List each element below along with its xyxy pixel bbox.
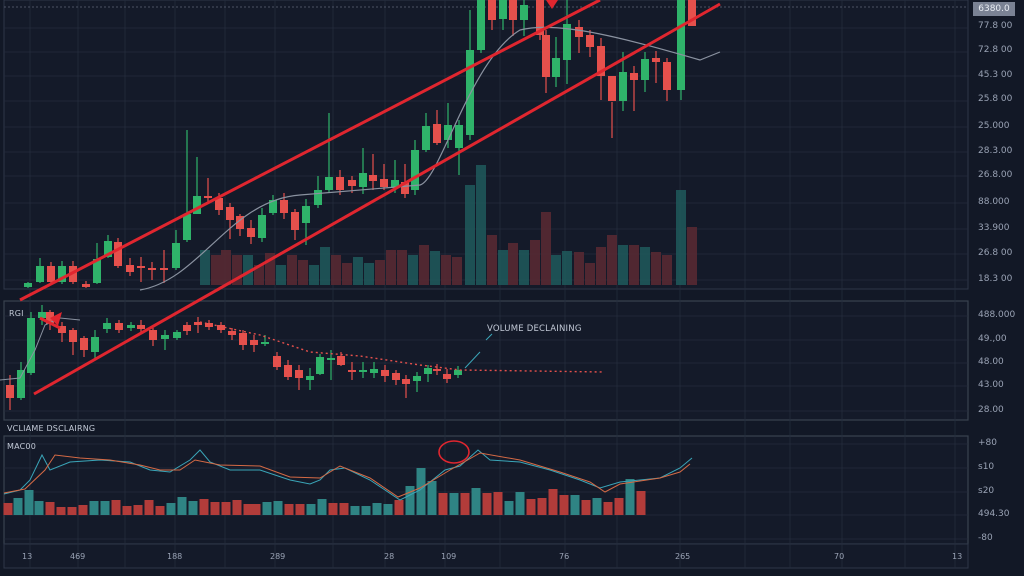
axis-tick-label: 494.30 bbox=[978, 509, 1010, 519]
channel-upper-trendline[interactable] bbox=[19, 0, 601, 302]
axis-tick-label: +80 bbox=[978, 438, 997, 448]
moving-average-line bbox=[139, 26, 721, 291]
axis-tick-label: s10 bbox=[978, 462, 995, 472]
time-tick-label: 28 bbox=[384, 552, 395, 561]
macd-line bbox=[3, 449, 693, 501]
time-tick-label: 76 bbox=[559, 552, 570, 561]
time-tick-label: 188 bbox=[167, 552, 183, 561]
axis-tick-label: s20 bbox=[978, 486, 995, 496]
axis-tick-label: 33.900 bbox=[978, 223, 1010, 233]
arrow-pointer bbox=[39, 316, 61, 330]
axis-tick-label: 26.8.00 bbox=[978, 170, 1013, 180]
arrow-pointer-head bbox=[50, 312, 62, 326]
axis-tick-label: 43.00 bbox=[978, 380, 1004, 390]
axis-tick-label: 25.8 00 bbox=[978, 94, 1013, 104]
macd-title: MAC00 bbox=[7, 442, 36, 451]
rsi-title: RGI bbox=[9, 309, 24, 318]
down-arrow-marker bbox=[546, 0, 558, 9]
axis-tick-label: 45.3 00 bbox=[978, 70, 1013, 80]
annotation-arrow bbox=[464, 333, 493, 369]
time-tick-label: 109 bbox=[441, 552, 457, 561]
axis-tick-label: 25.000 bbox=[978, 121, 1010, 131]
macd-histogram bbox=[3, 468, 646, 515]
time-tick-label: 13 bbox=[952, 552, 963, 561]
macd-pane[interactable] bbox=[3, 435, 969, 545]
axis-tick-label: 18.3 00 bbox=[978, 274, 1013, 284]
axis-tick-label: 72.8 00 bbox=[978, 45, 1013, 55]
price-candles bbox=[24, 0, 696, 288]
axis-tick-label: 28.3.00 bbox=[978, 146, 1013, 156]
rsi-dotted-trend bbox=[199, 321, 605, 373]
time-tick-label: 70 bbox=[834, 552, 845, 561]
time-axis[interactable] bbox=[3, 543, 969, 569]
axis-tick-label: -80 bbox=[978, 533, 993, 543]
axis-tick-label: 77.8 00 bbox=[978, 21, 1013, 31]
last-price-tag: 6380.0 bbox=[973, 2, 1015, 16]
macd-section-label: VCLIAME DSCLAIRNG bbox=[7, 424, 96, 433]
channel-lower-trendline[interactable] bbox=[33, 2, 721, 396]
time-tick-label: 13 bbox=[22, 552, 33, 561]
signal-line bbox=[3, 452, 691, 498]
rsi-candles bbox=[0, 305, 462, 410]
volume-bars bbox=[200, 165, 697, 285]
axis-tick-label: 28.00 bbox=[978, 405, 1004, 415]
volume-declining-annotation: VOLUME DECLAINING bbox=[487, 324, 582, 334]
axis-tick-label: 26.8 00 bbox=[978, 248, 1013, 258]
rsi-pane[interactable] bbox=[3, 300, 969, 421]
axis-tick-label: 88.000 bbox=[978, 197, 1010, 207]
time-tick-label: 265 bbox=[675, 552, 691, 561]
time-tick-label: 469 bbox=[70, 552, 86, 561]
axis-tick-label: 49.,00 bbox=[978, 334, 1007, 344]
axis-tick-label: 488.000 bbox=[978, 310, 1016, 320]
time-tick-label: 289 bbox=[270, 552, 286, 561]
highlight-circle bbox=[438, 440, 470, 464]
axis-tick-label: 48.00 bbox=[978, 357, 1004, 367]
